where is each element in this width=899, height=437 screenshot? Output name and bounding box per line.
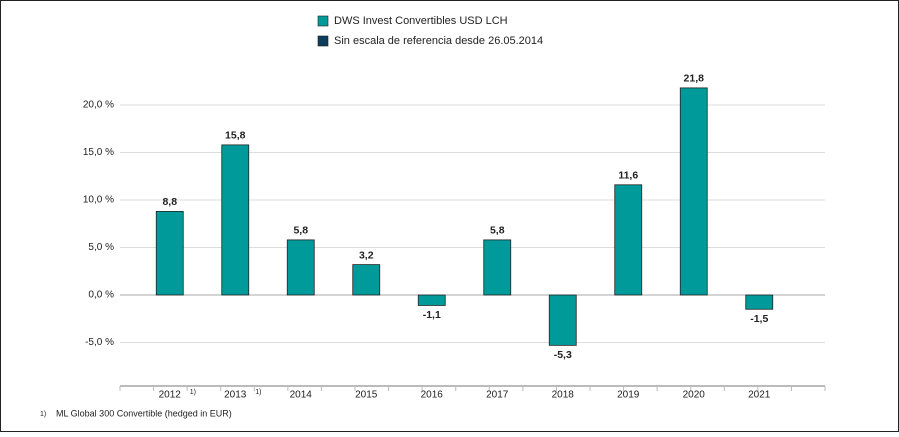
x-tick-label: 2017 <box>486 390 509 401</box>
legend-label: Sin escala de referencia desde 26.05.201… <box>334 35 543 47</box>
value-label: 3,2 <box>359 249 374 261</box>
value-label: -5,3 <box>554 349 572 361</box>
bar <box>745 294 774 310</box>
bar <box>155 210 184 296</box>
legend-swatch <box>317 15 329 27</box>
bar <box>221 144 250 296</box>
y-tick-label: 15,0 % <box>83 147 114 158</box>
x-tick-label: 2018 <box>552 390 575 401</box>
x-tick-label: 2015 <box>355 390 378 401</box>
value-label: 11,6 <box>618 170 638 182</box>
bar <box>548 294 577 346</box>
bar <box>286 239 315 296</box>
x-tick-label: 2019 <box>617 390 640 401</box>
x-tick-note: 1) <box>255 389 261 396</box>
bar <box>614 184 643 296</box>
x-tick-label: 2013 <box>224 390 247 401</box>
footnote-marker: 1) <box>40 411 46 418</box>
x-tick-label: 2012 <box>159 390 182 401</box>
value-label: 5,8 <box>293 225 308 237</box>
y-tick-label: -5,0 % <box>85 337 114 348</box>
y-tick-label: 5,0 % <box>88 242 114 253</box>
y-tick-label: 0,0 % <box>88 290 114 301</box>
value-label: -1,5 <box>750 313 768 325</box>
value-label: 5,8 <box>490 225 505 237</box>
footnote-text: ML Global 300 Convertible (hedged in EUR… <box>56 408 232 418</box>
value-label: 21,8 <box>684 73 705 85</box>
bar <box>417 294 446 306</box>
x-tick-note: 1) <box>190 389 196 396</box>
value-label: -1,1 <box>423 309 441 321</box>
y-tick-label: 10,0 % <box>83 195 114 206</box>
value-label: 15,8 <box>225 130 246 142</box>
x-tick-label: 2021 <box>748 390 771 401</box>
bar <box>483 239 512 296</box>
bar <box>679 87 708 296</box>
x-tick-label: 2020 <box>683 390 706 401</box>
legend-label: DWS Invest Convertibles USD LCH <box>334 15 508 27</box>
legend-swatch <box>317 35 329 47</box>
y-tick-label: 20,0 % <box>83 100 114 111</box>
value-label: 8,8 <box>162 196 177 208</box>
bar <box>352 264 381 296</box>
x-tick-label: 2014 <box>290 390 313 401</box>
x-tick-label: 2016 <box>421 390 444 401</box>
